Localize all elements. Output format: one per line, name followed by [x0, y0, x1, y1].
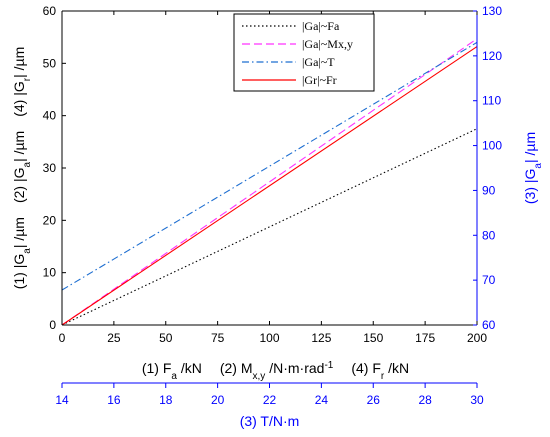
- y2-tick-label: 110: [482, 94, 501, 108]
- legend-box: [233, 13, 375, 92]
- y2-title-part: | /µm: [522, 132, 538, 163]
- y-tick-label: 30: [43, 161, 57, 175]
- legend-label-2: |Ga|~Mx,y: [302, 37, 353, 51]
- x-title-sub: r: [381, 371, 385, 382]
- x2-tick-label: 18: [159, 393, 173, 407]
- y-title-part: | /µm: [11, 131, 27, 162]
- y-title-sub: a: [22, 161, 33, 167]
- x-tick-label: 0: [59, 331, 66, 345]
- y2-tick-label: 90: [482, 183, 496, 197]
- y-axis-title: (1) |Ga| /µm(2) |Ga| /µm(4) |Gr| /µm: [11, 47, 33, 290]
- axes-layer: 0 25 50 75 100 125 150 175 200 0 10 20 30 40 50 60 60 70 8…: [11, 4, 544, 429]
- y-title-part: (4) |G: [11, 81, 27, 117]
- x2-axis-title: (3) T/N·m: [240, 413, 300, 429]
- series-line-1: [61, 128, 478, 326]
- y-tick-label: 50: [43, 56, 57, 70]
- y-title-sub: r: [22, 77, 33, 81]
- x-tick-label: 100: [259, 331, 279, 345]
- y-title-sub: a: [22, 248, 33, 254]
- x-title-sup: -1: [324, 360, 333, 371]
- x2-tick-label: 20: [211, 393, 225, 407]
- x-title-part: /N·m·rad: [265, 360, 324, 376]
- x2-tick-label: 30: [470, 393, 484, 407]
- x2-tick-label: 22: [263, 393, 277, 407]
- x2-tick-label: 28: [418, 393, 432, 407]
- x-tick-label: 200: [467, 331, 487, 345]
- y-title-part: (1) |G: [11, 254, 27, 290]
- x-tick-label: 175: [415, 331, 435, 345]
- series-line-3: [61, 41, 478, 291]
- x-title-sub: x,y: [253, 371, 266, 382]
- x2-tick-label: 16: [107, 393, 121, 407]
- x2-tick-label: 26: [367, 393, 381, 407]
- x-title-part: /kN: [177, 360, 202, 376]
- series-line-4: [61, 46, 478, 326]
- y-tick-label: 60: [43, 4, 57, 18]
- y-tick-label: 40: [43, 109, 57, 123]
- y2-tick-label: 80: [482, 228, 496, 242]
- legend-label-3: |Ga|~T: [302, 55, 335, 69]
- y2-tick-label: 100: [482, 139, 502, 153]
- x-title-part: (1) F: [142, 360, 172, 376]
- y2-title-sub: a: [533, 163, 544, 169]
- x2-tick-label: 14: [55, 393, 69, 407]
- x-title-part: (2) M: [220, 360, 253, 376]
- x2-tick-label: 24: [315, 393, 329, 407]
- x-tick-label: 25: [107, 331, 121, 345]
- y2-tick-label: 70: [482, 273, 496, 287]
- y2-title-part: (3) |G: [522, 169, 538, 205]
- x-title-part: /kN: [384, 360, 409, 376]
- y-title-part: | /µm: [11, 47, 27, 78]
- y-tick-label: 0: [49, 318, 56, 332]
- y-tick-label: 10: [43, 266, 57, 280]
- y2-axis-title: (3) |Ga| /µm: [522, 132, 544, 204]
- series-layer: [61, 38, 478, 326]
- y-title-part: | /µm: [11, 217, 27, 248]
- y2-tick-label: 130: [482, 4, 502, 18]
- series-line-2: [61, 38, 478, 326]
- x-tick-label: 75: [211, 331, 225, 345]
- y2-tick-label: 60: [482, 318, 496, 332]
- y2-tick-label: 120: [482, 49, 502, 63]
- x-title-part: (4) F: [351, 360, 381, 376]
- x-axis-title: (1) Fa /kN (2) Mx,y /N·m·rad-1 (4) Fr /kN: [142, 360, 409, 382]
- y-tick-label: 20: [43, 213, 57, 227]
- legend-label-1: |Ga|~Fa: [302, 19, 340, 33]
- x-tick-label: 125: [311, 331, 331, 345]
- legend-label-4: |Gr|~Fr: [302, 73, 337, 87]
- legend: |Ga|~Fa |Ga|~Mx,y |Ga|~T |Gr|~Fr: [233, 13, 375, 92]
- x-tick-label: 50: [159, 331, 173, 345]
- y-title-part: (2) |G: [11, 167, 27, 203]
- x-title-sub: a: [171, 371, 177, 382]
- x-tick-label: 150: [363, 331, 383, 345]
